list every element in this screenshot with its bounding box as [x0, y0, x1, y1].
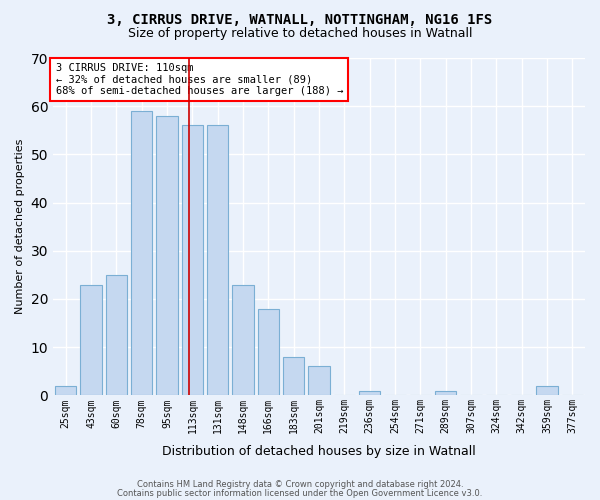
- Bar: [207, 126, 229, 396]
- Bar: [435, 390, 457, 396]
- Bar: [359, 390, 380, 396]
- Y-axis label: Number of detached properties: Number of detached properties: [15, 139, 25, 314]
- Bar: [80, 284, 102, 396]
- Text: 3 CIRRUS DRIVE: 110sqm
← 32% of detached houses are smaller (89)
68% of semi-det: 3 CIRRUS DRIVE: 110sqm ← 32% of detached…: [56, 63, 343, 96]
- Text: Contains public sector information licensed under the Open Government Licence v3: Contains public sector information licen…: [118, 488, 482, 498]
- Text: Contains HM Land Registry data © Crown copyright and database right 2024.: Contains HM Land Registry data © Crown c…: [137, 480, 463, 489]
- Text: 3, CIRRUS DRIVE, WATNALL, NOTTINGHAM, NG16 1FS: 3, CIRRUS DRIVE, WATNALL, NOTTINGHAM, NG…: [107, 12, 493, 26]
- Text: Size of property relative to detached houses in Watnall: Size of property relative to detached ho…: [128, 28, 472, 40]
- Bar: [156, 116, 178, 396]
- Bar: [257, 308, 279, 396]
- Bar: [182, 126, 203, 396]
- Bar: [131, 111, 152, 396]
- Bar: [106, 275, 127, 396]
- Bar: [536, 386, 558, 396]
- Bar: [308, 366, 330, 396]
- Bar: [232, 284, 254, 396]
- Bar: [55, 386, 76, 396]
- X-axis label: Distribution of detached houses by size in Watnall: Distribution of detached houses by size …: [162, 444, 476, 458]
- Bar: [283, 357, 304, 396]
